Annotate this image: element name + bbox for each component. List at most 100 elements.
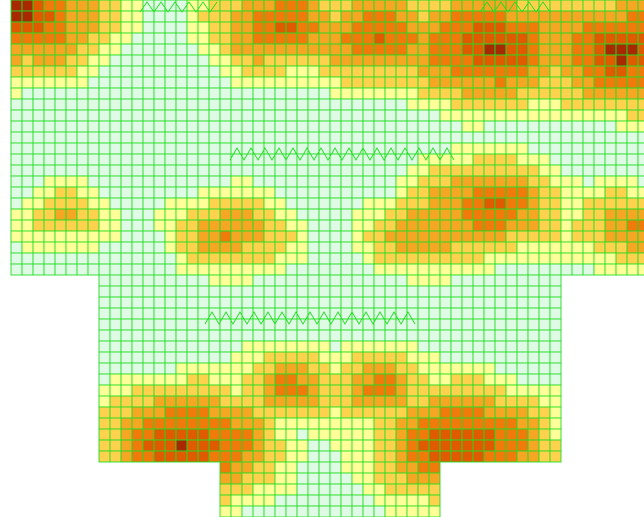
mesh-cell bbox=[230, 164, 243, 177]
mesh-cell bbox=[230, 296, 243, 309]
mesh-cell bbox=[560, 98, 573, 111]
mesh-cell bbox=[450, 142, 463, 155]
mesh-cell bbox=[197, 120, 210, 133]
mesh-cell bbox=[626, 252, 639, 265]
mesh-cell bbox=[362, 43, 375, 56]
mesh-cell bbox=[329, 483, 342, 496]
mesh-cell bbox=[461, 21, 474, 34]
mesh-cell bbox=[538, 428, 551, 441]
mesh-cell bbox=[307, 296, 320, 309]
mesh-cell bbox=[538, 340, 551, 353]
mesh-cell bbox=[21, 153, 34, 166]
mesh-cell bbox=[593, 186, 606, 199]
mesh-cell bbox=[54, 65, 67, 78]
mesh-cell bbox=[285, 76, 298, 89]
mesh-cell bbox=[516, 395, 529, 408]
mesh-cell bbox=[175, 131, 188, 144]
mesh-cell bbox=[373, 175, 386, 188]
mesh-cell bbox=[395, 32, 408, 45]
mesh-cell bbox=[384, 461, 397, 474]
mesh-cell bbox=[549, 439, 562, 452]
mesh-cell bbox=[296, 109, 309, 122]
mesh-cell bbox=[329, 241, 342, 254]
mesh-cell bbox=[274, 241, 287, 254]
mesh-cell bbox=[175, 329, 188, 342]
mesh-cell bbox=[395, 175, 408, 188]
mesh-cell bbox=[263, 307, 276, 320]
mesh-cell bbox=[76, 197, 89, 210]
mesh-cell bbox=[65, 10, 78, 23]
mesh-cell bbox=[87, 0, 100, 12]
mesh-cell bbox=[87, 32, 100, 45]
mesh-cell bbox=[395, 373, 408, 386]
mesh-cell bbox=[428, 21, 441, 34]
mesh-cell bbox=[373, 76, 386, 89]
mesh-cell bbox=[483, 340, 496, 353]
mesh-cell bbox=[373, 65, 386, 78]
mesh-cell bbox=[241, 384, 254, 397]
mesh-cell bbox=[318, 274, 331, 287]
mesh-cell bbox=[208, 120, 221, 133]
mesh-cell bbox=[54, 43, 67, 56]
mesh-cell bbox=[637, 43, 644, 56]
mesh-cell bbox=[505, 197, 518, 210]
mesh-cell bbox=[417, 65, 430, 78]
mesh-cell bbox=[362, 76, 375, 89]
mesh-cell bbox=[428, 296, 441, 309]
mesh-cell bbox=[593, 21, 606, 34]
mesh-cell bbox=[153, 230, 166, 243]
mesh-cell bbox=[307, 373, 320, 386]
mesh-cell bbox=[186, 395, 199, 408]
mesh-cell bbox=[604, 164, 617, 177]
mesh-cell bbox=[538, 32, 551, 45]
mesh-cell bbox=[340, 175, 353, 188]
mesh-cell bbox=[428, 263, 441, 276]
mesh-cell bbox=[461, 351, 474, 364]
mesh-cell bbox=[549, 241, 562, 254]
mesh-cell bbox=[483, 428, 496, 441]
mesh-cell bbox=[109, 362, 122, 375]
mesh-cell bbox=[527, 54, 540, 67]
mesh-cell bbox=[527, 120, 540, 133]
mesh-cell bbox=[263, 219, 276, 232]
mesh-cell bbox=[252, 274, 265, 287]
mesh-cell bbox=[549, 340, 562, 353]
mesh-cell bbox=[274, 164, 287, 177]
mesh-cell bbox=[483, 120, 496, 133]
mesh-cell bbox=[186, 252, 199, 265]
mesh-cell bbox=[252, 395, 265, 408]
mesh-cell bbox=[483, 395, 496, 408]
mesh-cell bbox=[219, 10, 232, 23]
mesh-cell bbox=[615, 65, 628, 78]
mesh-cell bbox=[219, 164, 232, 177]
mesh-cell bbox=[307, 318, 320, 331]
mesh-cell bbox=[494, 384, 507, 397]
mesh-cell bbox=[384, 197, 397, 210]
mesh-cell bbox=[615, 120, 628, 133]
mesh-cell bbox=[274, 373, 287, 386]
mesh-cell bbox=[538, 219, 551, 232]
mesh-cell bbox=[153, 417, 166, 430]
mesh-cell bbox=[98, 120, 111, 133]
mesh-cell bbox=[483, 175, 496, 188]
mesh-cell bbox=[538, 21, 551, 34]
mesh-cell bbox=[373, 186, 386, 199]
mesh-cell bbox=[428, 131, 441, 144]
mesh-cell bbox=[274, 252, 287, 265]
mesh-cell bbox=[340, 252, 353, 265]
mesh-cell bbox=[153, 285, 166, 298]
mesh-cell bbox=[428, 76, 441, 89]
mesh-cell bbox=[417, 417, 430, 430]
mesh-cell bbox=[417, 384, 430, 397]
mesh-cell bbox=[395, 252, 408, 265]
mesh-cell bbox=[285, 98, 298, 111]
mesh-cell bbox=[483, 450, 496, 463]
mesh-cell bbox=[626, 142, 639, 155]
mesh-cell bbox=[285, 32, 298, 45]
mesh-cell bbox=[626, 208, 639, 221]
mesh-cell bbox=[131, 208, 144, 221]
mesh-cell bbox=[450, 329, 463, 342]
mesh-cell bbox=[527, 428, 540, 441]
mesh-cell bbox=[505, 285, 518, 298]
mesh-cell bbox=[186, 164, 199, 177]
